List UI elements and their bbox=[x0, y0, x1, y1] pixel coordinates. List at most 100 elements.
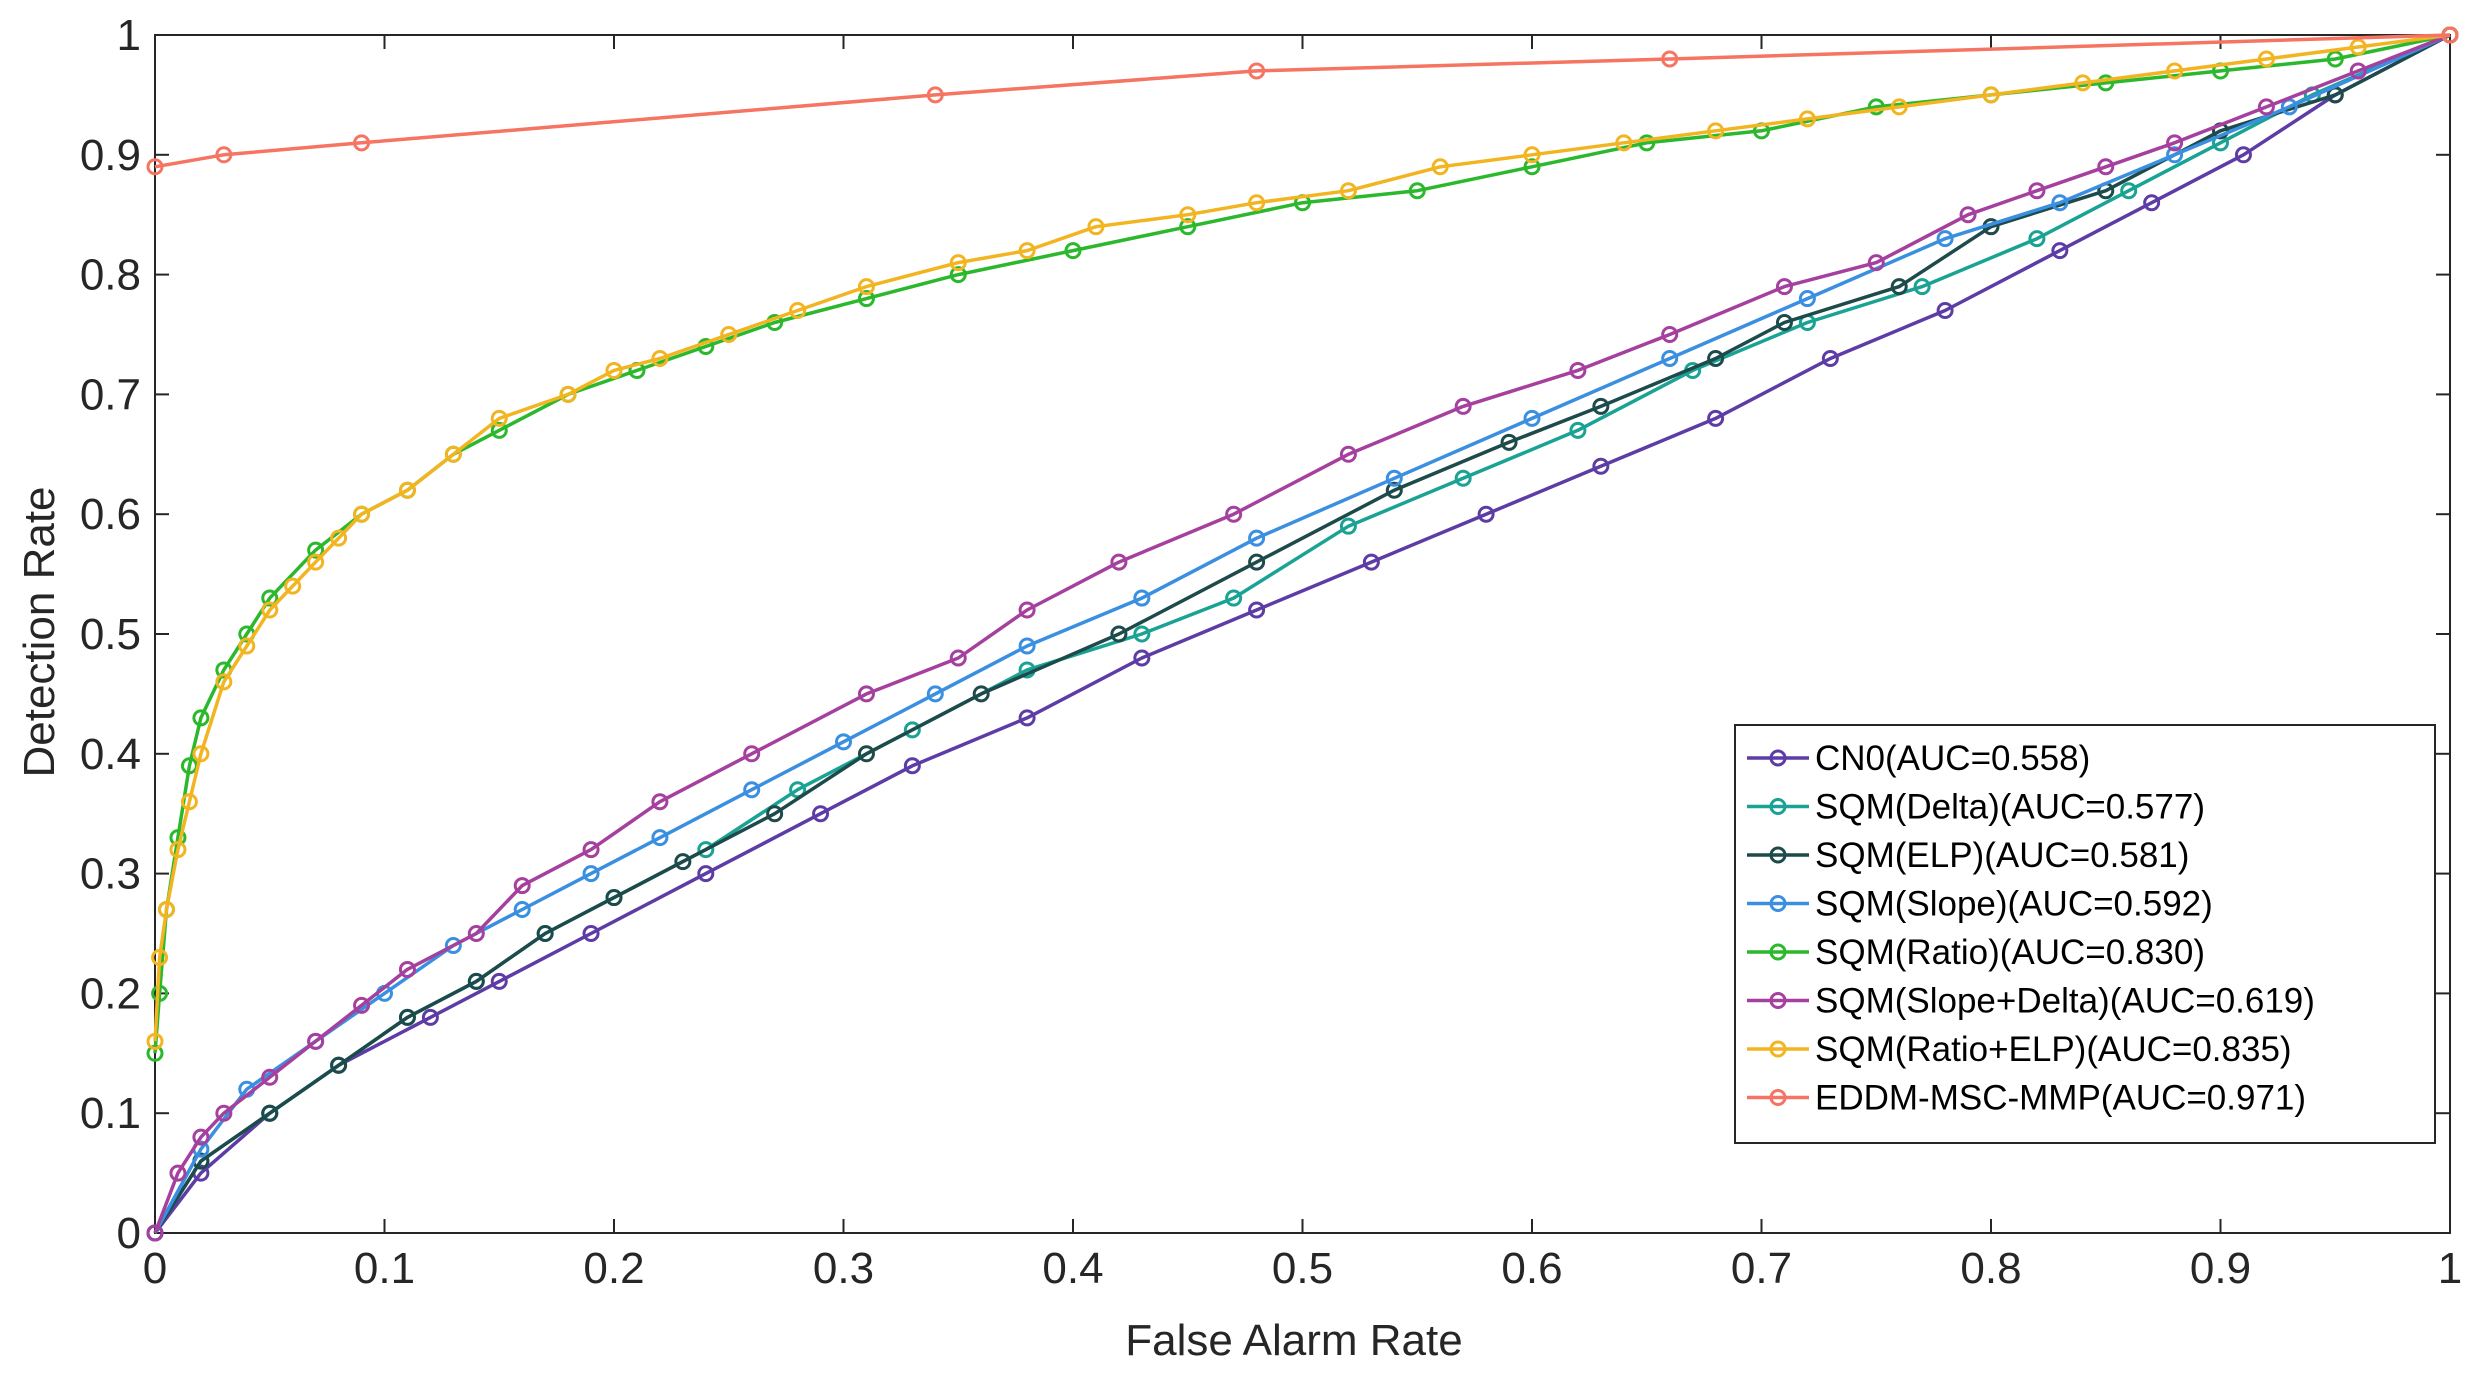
series-line bbox=[153, 33, 2451, 1234]
data-point bbox=[444, 445, 462, 463]
series-line bbox=[153, 33, 2451, 1042]
data-point bbox=[180, 793, 198, 811]
data-point bbox=[307, 553, 325, 571]
series-layer bbox=[146, 26, 2459, 1242]
data-point bbox=[1179, 218, 1197, 236]
series-line bbox=[153, 33, 2451, 1234]
series-line bbox=[153, 33, 2451, 1234]
data-point bbox=[1798, 290, 1816, 308]
legend-entry: SQM(ELP)(AUC=0.581) bbox=[1747, 836, 2189, 875]
data-point bbox=[307, 1032, 325, 1050]
legend-marker bbox=[1769, 1089, 1787, 1106]
data-point bbox=[1225, 589, 1243, 607]
data-point bbox=[261, 601, 279, 619]
data-point bbox=[1775, 314, 1793, 332]
data-point bbox=[789, 302, 807, 320]
data-point bbox=[674, 853, 692, 871]
data-point bbox=[1133, 589, 1151, 607]
data-point bbox=[467, 925, 485, 942]
data-point bbox=[2166, 62, 2184, 80]
data-point bbox=[1936, 230, 1954, 248]
legend-entry: SQM(Delta)(AUC=0.577) bbox=[1747, 788, 2205, 827]
legend: CN0(AUC=0.558) SQM(Delta)(AUC=0.577) SQM(E… bbox=[1734, 724, 2436, 1144]
data-point bbox=[1339, 182, 1357, 200]
data-point bbox=[582, 841, 600, 859]
data-point bbox=[582, 865, 600, 883]
data-point bbox=[1523, 158, 1541, 176]
data-point bbox=[1225, 505, 1243, 523]
data-point bbox=[2097, 74, 2115, 92]
data-point bbox=[949, 649, 967, 667]
data-point bbox=[1362, 553, 1380, 571]
legend-label: SQM(Slope+Delta)(AUC=0.619) bbox=[1815, 982, 2315, 1021]
data-point bbox=[192, 745, 210, 763]
data-point bbox=[1087, 218, 1105, 236]
data-point bbox=[157, 901, 175, 919]
data-point bbox=[651, 793, 669, 811]
data-point bbox=[513, 877, 531, 895]
legend-marker bbox=[1769, 798, 1787, 815]
x-tick-label: 0.1 bbox=[354, 1244, 415, 1293]
data-point bbox=[949, 254, 967, 272]
legend-marker bbox=[1769, 1040, 1787, 1058]
y-tick-label: 0.4 bbox=[80, 730, 141, 779]
data-point bbox=[2234, 146, 2252, 164]
data-point bbox=[1913, 278, 1931, 296]
data-point bbox=[1707, 409, 1725, 427]
data-point bbox=[238, 637, 256, 655]
data-point bbox=[857, 290, 875, 308]
y-tick-label: 0.1 bbox=[80, 1089, 141, 1138]
y-tick-label: 0.6 bbox=[80, 490, 141, 539]
data-point bbox=[1569, 421, 1587, 439]
data-point bbox=[605, 361, 623, 379]
data-point bbox=[398, 1008, 416, 1026]
data-point bbox=[2326, 50, 2344, 68]
y-tick-label: 0.3 bbox=[80, 850, 141, 899]
legend-entry: EDDM-MSC-MMP(AUC=0.971) bbox=[1747, 1079, 2306, 1118]
data-point bbox=[743, 781, 761, 799]
x-tick-label: 1 bbox=[2438, 1244, 2462, 1293]
data-point bbox=[903, 757, 921, 775]
data-point bbox=[1018, 601, 1036, 619]
data-point bbox=[1982, 86, 2000, 104]
data-point bbox=[146, 158, 164, 176]
legend-entry: SQM(Ratio)(AUC=0.830) bbox=[1747, 933, 2205, 972]
data-point bbox=[2143, 194, 2161, 212]
data-point bbox=[1661, 349, 1679, 367]
y-tick-label: 0.8 bbox=[80, 251, 141, 300]
data-point bbox=[307, 541, 325, 559]
data-point bbox=[2166, 146, 2184, 164]
data-point bbox=[353, 505, 371, 523]
data-point bbox=[926, 685, 944, 703]
data-point bbox=[1110, 625, 1128, 643]
data-point bbox=[330, 1056, 348, 1074]
data-point bbox=[151, 948, 169, 966]
data-point bbox=[1110, 553, 1128, 571]
data-point bbox=[1133, 649, 1151, 667]
data-point bbox=[1339, 517, 1357, 535]
data-point bbox=[490, 972, 508, 990]
data-point bbox=[1867, 254, 1885, 272]
data-point bbox=[1500, 433, 1518, 451]
data-point bbox=[1248, 553, 1266, 571]
data-point bbox=[1638, 134, 1656, 152]
data-point bbox=[1018, 242, 1036, 260]
series-line bbox=[154, 33, 2451, 169]
data-point bbox=[146, 1224, 164, 1242]
data-point bbox=[857, 278, 875, 296]
data-point bbox=[1179, 206, 1197, 224]
data-point bbox=[697, 865, 715, 883]
data-point bbox=[398, 481, 416, 499]
data-point bbox=[1385, 481, 1403, 499]
legend-marker bbox=[1769, 992, 1787, 1009]
x-tick-label: 0.5 bbox=[1272, 1244, 1333, 1293]
data-point bbox=[1775, 278, 1793, 296]
data-point bbox=[444, 936, 462, 954]
data-point bbox=[1592, 397, 1610, 415]
data-point bbox=[1385, 469, 1403, 487]
data-point bbox=[1064, 242, 1082, 260]
x-tick-label: 0.2 bbox=[583, 1244, 644, 1293]
data-point bbox=[1477, 505, 1495, 523]
data-point bbox=[1867, 98, 1885, 116]
data-point bbox=[2051, 242, 2069, 260]
